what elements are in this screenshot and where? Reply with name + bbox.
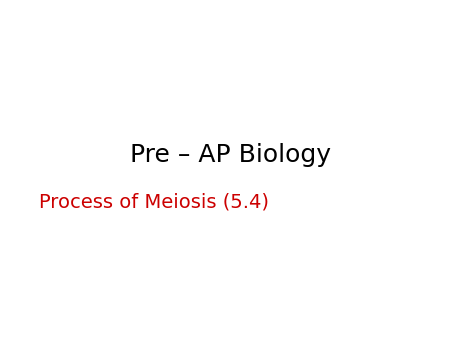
Text: Pre – AP Biology: Pre – AP Biology [130,143,331,167]
Text: Process of Meiosis (5.4): Process of Meiosis (5.4) [39,192,269,212]
